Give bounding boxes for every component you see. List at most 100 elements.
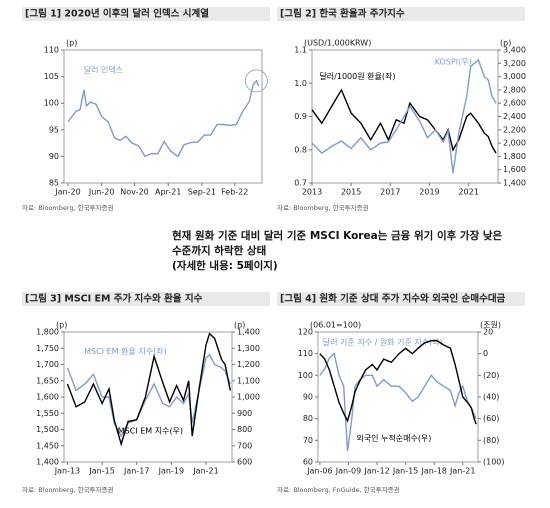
y2-tick-label: 1,300 — [237, 344, 260, 353]
highlight-circle — [244, 69, 268, 93]
y2-unit: (조원) — [480, 321, 501, 330]
source: 자료: Bloomberg, 한국투자증권 — [22, 485, 114, 494]
x-tick-label: Jan-20 — [54, 188, 80, 197]
x-tick-label: 2019 — [419, 188, 439, 197]
headline: (자세한 내용: 5페이지) — [172, 259, 278, 272]
y-tick-label: 0.8 — [294, 145, 307, 154]
y2-tick-label: 2,400 — [503, 112, 526, 121]
legend-label: MSCI EM 환율 지수(좌) — [84, 346, 167, 356]
y2-tick-label: (100) — [483, 458, 505, 467]
y2-tick-label: 20 — [483, 328, 493, 337]
series-line — [311, 58, 497, 174]
y2-tick-label: 1,200 — [237, 360, 260, 369]
y2-tick-label: 600 — [237, 458, 252, 467]
y2-tick-label: 700 — [237, 441, 252, 450]
x-tick-label: Jan-15 — [392, 467, 418, 476]
y-tick-label: 70 — [303, 436, 313, 445]
series-line — [319, 340, 477, 425]
y-tick-label: 1,550 — [36, 409, 59, 418]
x-tick-label: 2021 — [458, 188, 478, 197]
x-tick-label: Apr-21 — [155, 188, 181, 197]
y2-tick-label: (80) — [483, 436, 499, 445]
y-tick-label: 80 — [303, 414, 313, 423]
series-line — [319, 352, 477, 452]
x-tick-label: Sep-21 — [188, 188, 216, 197]
y-unit: (p) — [66, 39, 77, 48]
y-tick-label: 1,400 — [36, 458, 59, 467]
y2-tick-label: 2,600 — [503, 99, 526, 108]
y2-tick-label: 1,400 — [503, 179, 526, 188]
x-tick-label: 2013 — [302, 188, 322, 197]
source: 자료: Bloomberg, 한국투자증권 — [22, 203, 114, 212]
chart-title: [그림 2] 한국 환율과 주가지수 — [280, 8, 405, 20]
y2-unit: (p) — [234, 321, 245, 330]
y-tick-label: 90 — [303, 393, 313, 402]
series-line — [66, 353, 231, 438]
x-tick-label: Jun-20 — [88, 188, 115, 197]
y2-tick-label: 2,200 — [503, 125, 526, 134]
y-tick-label: 1.0 — [294, 79, 307, 88]
y-tick-label: 105 — [44, 72, 59, 81]
x-tick-label: Jan-21 — [192, 467, 218, 476]
y-tick-label: 95 — [49, 125, 59, 134]
x-tick-label: Jan-13 — [54, 467, 80, 476]
x-tick-label: Feb-22 — [221, 188, 248, 197]
chart-title: [그림 1] 2020년 이후의 달러 인덱스 시계열 — [25, 8, 209, 20]
y2-tick-label: 3,200 — [503, 59, 526, 68]
y2-unit: (p) — [500, 39, 511, 48]
legend-label: 달러 기준 지수 / 원화 기준 지수(좌) — [323, 338, 443, 347]
legend-label: 외국인 누적순매수(우) — [356, 433, 431, 443]
legend-label: KOSPI(우) — [435, 57, 472, 66]
y-tick-label: 100 — [298, 371, 313, 380]
headline: 현재 원화 기준 대비 달러 기준 MSCI Korea는 금융 위기 이후 가… — [172, 229, 503, 242]
chart-title: [그림 3] MSCI EM 주가 지수와 환율 지수 — [25, 293, 203, 305]
y-tick-label: 1,800 — [36, 328, 59, 337]
y2-tick-label: 2,800 — [503, 85, 526, 94]
x-tick-label: 2015 — [341, 188, 361, 197]
y-tick-label: 100 — [44, 99, 59, 108]
y-unit: (06.01=100) — [310, 321, 361, 330]
chart-title: [그림 4] 원화 기준 상대 주가 지수와 외국인 순매수대금 — [280, 293, 506, 305]
y2-tick-label: 2,000 — [503, 139, 526, 148]
y-tick-label: 90 — [49, 152, 59, 161]
y2-tick-label: 900 — [237, 409, 252, 418]
y2-tick-label: (20) — [483, 371, 499, 380]
y-tick-label: 60 — [303, 458, 313, 467]
x-tick-label: Nov-20 — [120, 188, 148, 197]
y2-tick-label: 1,100 — [237, 376, 260, 385]
title-bar — [277, 292, 525, 306]
x-tick-label: Jan-21 — [449, 467, 475, 476]
y-unit: (p) — [56, 321, 67, 330]
y-tick-label: 1,450 — [36, 441, 59, 450]
x-tick-label: Jan-17 — [123, 467, 149, 476]
y2-tick-label: 1,800 — [503, 152, 526, 161]
x-tick-label: Jan-09 — [335, 467, 361, 476]
y-tick-label: 110 — [298, 349, 313, 358]
headline: 수준까지 하락한 상태 — [172, 244, 266, 257]
x-tick-label: Jan-18 — [420, 467, 446, 476]
y-tick-label: 1,500 — [36, 425, 59, 434]
y2-tick-label: (60) — [483, 414, 499, 423]
y-tick-label: 110 — [44, 46, 59, 55]
legend-label: 달러 인덱스 — [84, 64, 123, 74]
series-line — [66, 332, 231, 447]
x-tick-label: Jan-15 — [88, 467, 114, 476]
y-unit: (USD/1,000KRW) — [304, 39, 371, 48]
y2-tick-label: 0 — [483, 349, 488, 358]
y2-tick-label: 1,400 — [237, 328, 260, 337]
y-tick-label: 1,700 — [36, 360, 59, 369]
title-bar — [277, 7, 525, 21]
legend-label: MSCI EM 지수(우) — [118, 426, 183, 435]
y-tick-label: 1,750 — [36, 344, 59, 353]
y-tick-label: 120 — [298, 328, 313, 337]
title-bar — [22, 7, 270, 21]
source: 자료: Bloomberg, FnGuide, 한국투자증권 — [277, 485, 400, 494]
plot-frame — [63, 49, 263, 184]
source: 자료: Bloomberg, 한국투자증권 — [277, 203, 369, 212]
x-tick-label: Jan-19 — [158, 467, 184, 476]
y2-tick-label: 1,600 — [503, 165, 526, 174]
x-tick-label: Jan-12 — [363, 467, 389, 476]
y-tick-label: 1,600 — [36, 393, 59, 402]
